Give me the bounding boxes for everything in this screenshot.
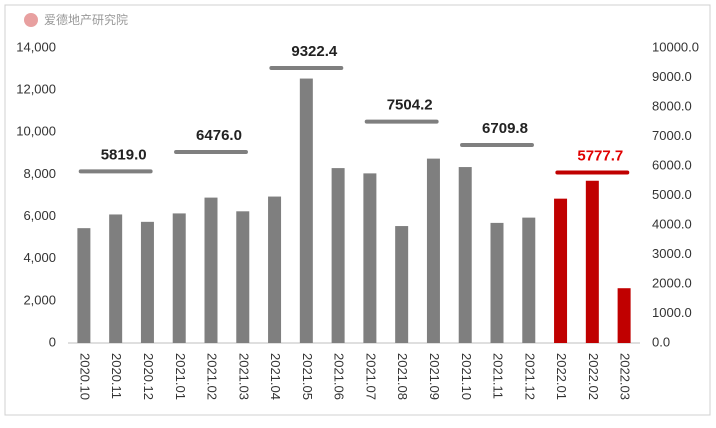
y-tick-label: 12,000 xyxy=(16,82,56,97)
average-label: 6476.0 xyxy=(196,127,242,144)
x-tick-label: 2021.05 xyxy=(300,353,315,400)
logo xyxy=(24,13,38,27)
y-tick-label: 4,000 xyxy=(23,250,56,265)
x-tick-label: 2021.12 xyxy=(522,353,537,400)
y-tick-label: 2,000 xyxy=(23,292,56,307)
bar xyxy=(490,222,504,343)
average-label: 5819.0 xyxy=(101,146,147,163)
x-tick-label: 2021.04 xyxy=(268,353,283,400)
x-tick-label: 2021.08 xyxy=(395,353,410,400)
bar xyxy=(268,196,282,343)
x-tick-label: 2021.06 xyxy=(332,353,347,400)
x-tick-label: 2021.03 xyxy=(236,353,251,400)
y2-tick-label: 5000.0 xyxy=(652,187,692,202)
y2-tick-label: 1000.0 xyxy=(652,305,692,320)
y2-tick-label: 8000.0 xyxy=(652,98,692,113)
bar xyxy=(299,78,313,343)
y2-tick-label: 9000.0 xyxy=(652,69,692,84)
y-tick-label: 10,000 xyxy=(16,124,56,139)
average-label: 6709.8 xyxy=(482,120,528,137)
y2-tick-label: 6000.0 xyxy=(652,157,692,172)
bar xyxy=(140,221,154,343)
y-tick-label: 8,000 xyxy=(23,166,56,181)
y2-tick-label: 2000.0 xyxy=(652,275,692,290)
y2-tick-label: 3000.0 xyxy=(652,246,692,261)
bar xyxy=(77,228,91,343)
y2-tick-label: 0.0 xyxy=(652,334,670,349)
y-tick-label: 6,000 xyxy=(23,208,56,223)
y-tick-label: 14,000 xyxy=(16,39,56,54)
x-tick-label: 2020.12 xyxy=(141,353,156,400)
bar xyxy=(617,288,631,343)
x-tick-label: 2020.11 xyxy=(109,353,124,399)
x-tick-label: 2020.10 xyxy=(77,353,92,400)
y2-tick-label: 4000.0 xyxy=(652,216,692,231)
bar xyxy=(109,214,123,343)
bar xyxy=(204,197,218,343)
bar xyxy=(458,167,472,343)
y-tick-label: 0 xyxy=(49,334,56,349)
y2-tick-label: 10000.0 xyxy=(652,39,699,54)
bar xyxy=(363,173,377,343)
bar xyxy=(395,226,409,343)
bar xyxy=(331,168,345,343)
bar xyxy=(522,217,536,343)
average-label: 7504.2 xyxy=(387,97,433,114)
x-tick-label: 2021.10 xyxy=(459,353,474,400)
frame xyxy=(4,4,711,416)
y2-tick-label: 7000.0 xyxy=(652,128,692,143)
bar xyxy=(172,213,186,343)
average-label: 9322.4 xyxy=(291,43,338,60)
bar xyxy=(554,198,568,343)
bar xyxy=(426,158,440,343)
x-tick-label: 2021.01 xyxy=(173,353,188,400)
average-label: 5777.7 xyxy=(577,148,623,165)
x-tick-label: 2022.03 xyxy=(618,353,633,400)
x-tick-label: 2022.02 xyxy=(586,353,601,400)
bar xyxy=(236,211,250,343)
x-tick-label: 2021.07 xyxy=(363,353,378,400)
source: 爱德地产研究院 xyxy=(44,12,128,27)
x-tick-label: 2022.01 xyxy=(554,353,569,400)
x-tick-label: 2021.11 xyxy=(491,353,506,399)
x-tick-label: 2021.02 xyxy=(205,353,220,400)
x-tick-label: 2021.09 xyxy=(427,353,442,400)
bar xyxy=(585,180,599,343)
